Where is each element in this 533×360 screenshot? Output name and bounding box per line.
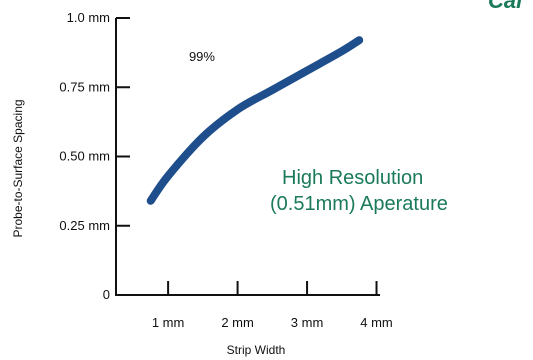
x-tick-label: 1 mm (152, 315, 185, 330)
y-axis-label: Probe-to-Surface Spacing (11, 99, 25, 237)
y-tick-label: 1.0 mm (67, 10, 110, 25)
y-tick-label: 0 (103, 287, 110, 302)
y-tick-label: 0.50 mm (59, 149, 110, 164)
corner-partial-text: Cal (488, 0, 523, 13)
y-tick-label: 0.75 mm (59, 79, 110, 94)
caption-line-1: High Resolution (282, 167, 423, 189)
x-axis-label: Strip Width (227, 343, 286, 357)
annotation-label: 99% (189, 49, 215, 64)
y-axis-ticks: 0 0.25 mm 0.50 mm 0.75 mm 1.0 mm (59, 10, 130, 302)
series-line (146, 36, 364, 205)
x-tick-label: 4 mm (360, 315, 393, 330)
y-tick-label: 0.25 mm (59, 218, 110, 233)
x-tick-label: 2 mm (221, 315, 254, 330)
caption-line-2: (0.51mm) Aperature (270, 193, 448, 215)
x-tick-label: 3 mm (291, 315, 324, 330)
x-axis-ticks: 1 mm 2 mm 3 mm 4 mm (152, 281, 393, 330)
